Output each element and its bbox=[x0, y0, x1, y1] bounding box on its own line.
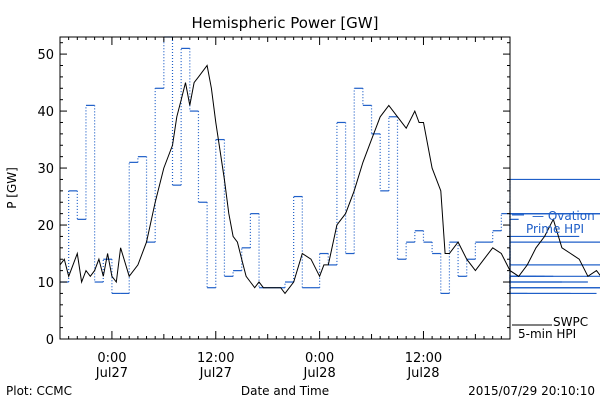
x-tick-date-label: Jul28 bbox=[302, 366, 335, 381]
axes bbox=[59, 36, 511, 340]
y-tick-label: 10 bbox=[37, 276, 54, 291]
x-tick-time-label: 12:00 bbox=[405, 351, 442, 366]
x-tick-date-label: Jul27 bbox=[199, 366, 232, 381]
x-axis-label: Date and Time bbox=[241, 384, 329, 398]
x-tick-date-label: Jul28 bbox=[406, 366, 439, 381]
plot-credit: Plot: CCMC bbox=[6, 384, 72, 398]
y-tick-label: 0 bbox=[46, 333, 54, 348]
swpc-line bbox=[59, 64, 600, 295]
y-axis-label: P [GW] bbox=[5, 167, 19, 209]
y-tick-label: 30 bbox=[37, 162, 54, 177]
chart-title: Hemispheric Power [GW] bbox=[192, 14, 379, 32]
legend-swpc-label: SWPC bbox=[553, 315, 588, 329]
x-tick-time-label: 0:00 bbox=[97, 351, 126, 366]
legend-swpc-label-2: 5-min HPI bbox=[518, 327, 576, 341]
x-tick-time-label: 12:00 bbox=[197, 351, 234, 366]
legend-ovation-label: — Ovation bbox=[532, 209, 595, 223]
y-tick-label: 40 bbox=[37, 105, 54, 120]
y-tick-label: 50 bbox=[37, 48, 54, 63]
series-layer bbox=[59, 36, 600, 295]
x-tick-time-label: 0:00 bbox=[305, 351, 334, 366]
legend: — Ovation Prime HPI SWPC 5-min HPI bbox=[512, 209, 595, 341]
y-tick-label: 20 bbox=[37, 219, 54, 234]
x-tick-date-label: Jul27 bbox=[95, 366, 128, 381]
legend-ovation-label-2: Prime HPI bbox=[526, 222, 584, 236]
tick-labels: 010203040500:00Jul2712:00Jul270:00Jul281… bbox=[37, 48, 442, 381]
plot-timestamp: 2015/07/29 20:10:10 bbox=[468, 384, 595, 398]
